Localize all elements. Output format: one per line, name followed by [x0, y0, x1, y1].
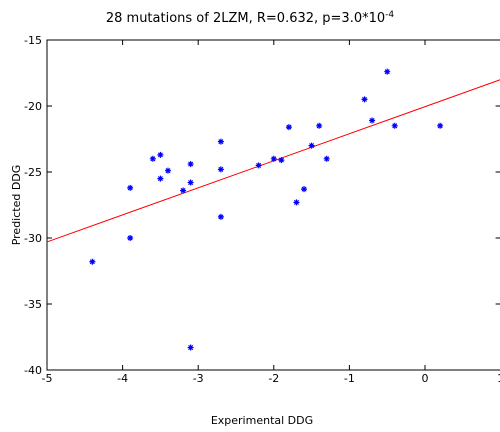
point: [164, 167, 171, 174]
title-superscript: -4: [385, 10, 394, 20]
point: [437, 122, 444, 129]
point: [217, 166, 224, 173]
y-tick-label: -15: [24, 34, 42, 47]
point: [316, 122, 323, 129]
point: [157, 175, 164, 182]
chart-title: 28 mutations of 2LZM, R=0.632, p=3.0*10-…: [106, 10, 395, 26]
point: [187, 344, 194, 351]
plot-area: [46, 39, 500, 371]
point: [187, 179, 194, 186]
point: [278, 157, 285, 164]
y-axis-label: Predicted DDG: [10, 165, 23, 246]
point: [127, 235, 134, 241]
point: [308, 142, 315, 149]
y-tick-label: -20: [24, 100, 42, 113]
x-tick-label: -4: [117, 372, 128, 385]
point: [89, 258, 96, 265]
x-tick-label: -1: [344, 372, 355, 385]
point: [180, 187, 187, 194]
x-tick-label: 1: [497, 372, 500, 385]
point: [301, 186, 308, 193]
point: [384, 68, 391, 75]
point: [255, 162, 262, 169]
point: [270, 155, 277, 162]
point: [217, 213, 224, 220]
point: [369, 117, 376, 124]
title-main: 28 mutations of 2LZM, R=0.632, p=3.0*10: [106, 11, 385, 26]
point: [391, 122, 398, 129]
point: [157, 151, 164, 158]
x-tick-label: -2: [268, 372, 279, 385]
point: [187, 161, 194, 168]
point: [323, 155, 330, 162]
y-tick-label: -25: [24, 166, 42, 179]
y-tick-label: -30: [24, 232, 42, 245]
x-axis-label: Experimental DDG: [211, 414, 313, 427]
point: [361, 96, 368, 103]
x-tick-label: -5: [42, 372, 53, 385]
x-tick-label: -3: [193, 372, 204, 385]
point: [285, 124, 292, 131]
point: [127, 184, 134, 191]
point: [293, 199, 300, 206]
point: [149, 155, 156, 162]
point: [217, 138, 224, 145]
y-tick-label: -40: [24, 364, 42, 377]
x-tick-label: 0: [422, 372, 429, 385]
y-tick-label: -35: [24, 298, 42, 311]
